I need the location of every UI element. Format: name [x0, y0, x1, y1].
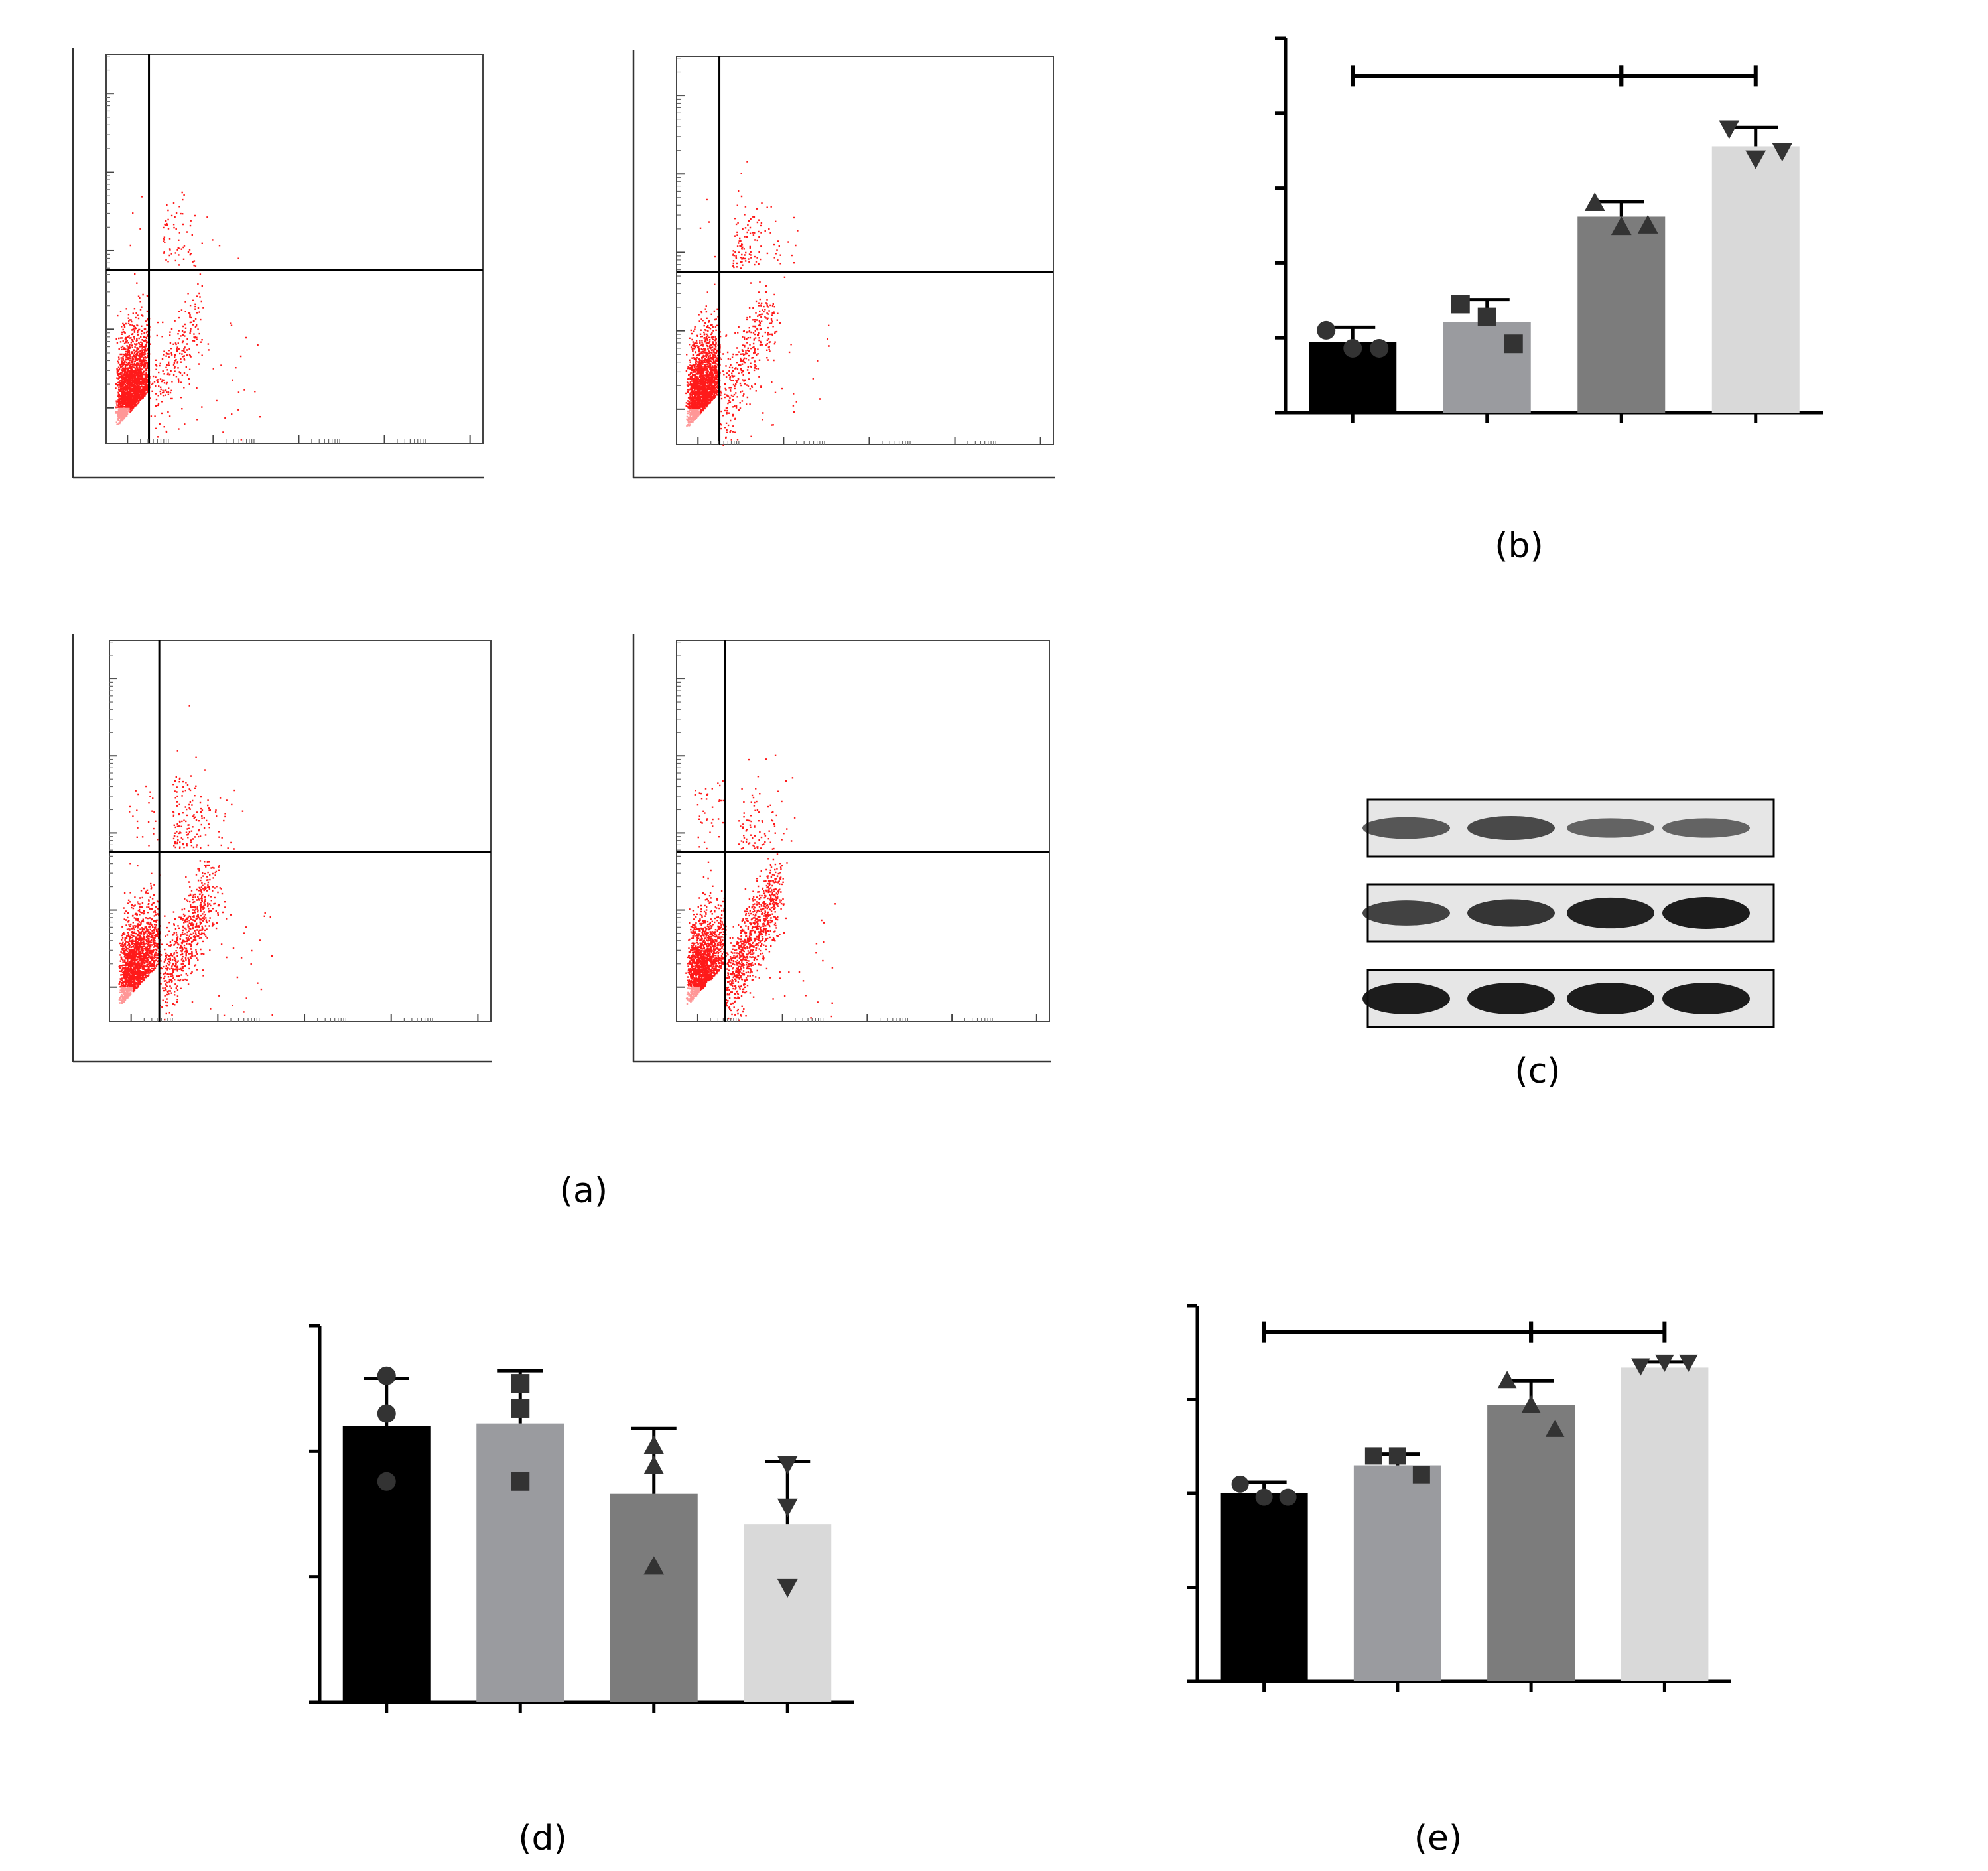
panel-label-a: (a)	[560, 1171, 608, 1211]
data-point-3-1	[1745, 150, 1766, 169]
bar-1	[476, 1423, 564, 1702]
blot-band-0-2	[1567, 818, 1654, 838]
data-point-1-0	[1364, 1447, 1382, 1465]
bar-1	[1353, 1465, 1441, 1681]
panel-c-western-blot	[1362, 798, 1775, 1028]
flow-scatter-points	[685, 754, 836, 1021]
flow-scatter-points	[115, 191, 261, 441]
bar-3	[1621, 1367, 1709, 1681]
blot-band-0-3	[1662, 818, 1750, 838]
data-point-0-0	[1231, 1475, 1249, 1493]
bar-0	[342, 1426, 431, 1702]
panel-d-bar-chart	[309, 1324, 854, 1713]
data-point-3-2	[1679, 1354, 1698, 1372]
data-point-1-2	[1412, 1466, 1430, 1484]
data-point-2-1	[1521, 1395, 1541, 1413]
data-point-3-2	[777, 1578, 798, 1598]
bar-2	[1487, 1405, 1575, 1681]
data-point-3-1	[1655, 1354, 1674, 1372]
data-point-2-0	[643, 1435, 665, 1454]
data-point-0-1	[377, 1404, 396, 1423]
flow-scatter-points	[685, 161, 830, 447]
data-point-2-2	[1545, 1419, 1565, 1437]
data-point-1-0	[1451, 295, 1470, 314]
blot-band-2-2	[1567, 983, 1654, 1014]
panel-label-c: (c)	[1514, 1052, 1560, 1091]
blot-band-2-3	[1662, 983, 1750, 1014]
data-point-1-1	[1477, 307, 1496, 326]
bar-2	[610, 1493, 698, 1702]
blot-band-2-1	[1467, 983, 1555, 1014]
data-point-1-0	[511, 1374, 530, 1393]
data-point-2-2	[643, 1556, 665, 1575]
data-point-0-0	[377, 1366, 396, 1385]
flow-plot-1	[632, 50, 1055, 479]
flow-plot-frame	[109, 640, 492, 1022]
blot-band-1-0	[1362, 900, 1450, 926]
data-point-1-1	[511, 1399, 530, 1418]
data-point-0-2	[1370, 338, 1389, 358]
flow-cytometry-panels	[72, 48, 1055, 1063]
data-point-3-1	[777, 1498, 798, 1517]
flow-gate-box	[110, 407, 130, 439]
flow-gate-box	[113, 987, 133, 1018]
data-point-2-1	[643, 1455, 665, 1474]
data-point-2-0	[1497, 1371, 1517, 1389]
data-point-3-0	[1719, 120, 1740, 139]
bar-2	[1577, 216, 1666, 413]
panel-b-bar-chart	[1275, 36, 1823, 423]
panel-e-bar-chart	[1187, 1304, 1731, 1692]
data-point-0-1	[1255, 1488, 1273, 1506]
flow-plot-3	[632, 634, 1051, 1063]
bar-3	[744, 1524, 832, 1702]
flow-gate-box	[681, 409, 700, 441]
data-point-0-2	[1279, 1488, 1297, 1506]
data-point-3-2	[1772, 143, 1793, 162]
blot-band-1-2	[1567, 897, 1654, 929]
flow-plot-frame	[105, 54, 484, 444]
flow-plot-frame	[676, 640, 1050, 1022]
data-point-3-0	[777, 1456, 798, 1475]
data-point-0-1	[1343, 338, 1362, 358]
data-point-2-1	[1611, 216, 1632, 236]
bar-0	[1220, 1493, 1308, 1681]
flow-plot-2	[72, 634, 492, 1063]
blot-band-0-1	[1467, 815, 1555, 841]
data-point-3-0	[1631, 1358, 1650, 1376]
panel-label-b: (b)	[1494, 526, 1544, 566]
panel-label-e: (e)	[1414, 1819, 1463, 1858]
data-point-1-2	[1504, 334, 1523, 354]
data-point-1-2	[511, 1472, 530, 1491]
blot-band-0-0	[1362, 817, 1450, 839]
blot-band-1-1	[1467, 899, 1555, 927]
data-point-0-2	[377, 1472, 396, 1491]
data-point-2-0	[1584, 192, 1605, 212]
flow-plot-0	[72, 48, 484, 479]
blot-band-1-3	[1662, 897, 1750, 929]
flow-gate-box	[681, 987, 700, 1018]
blot-band-2-0	[1362, 983, 1450, 1014]
data-point-2-2	[1637, 214, 1658, 234]
data-point-1-1	[1388, 1447, 1406, 1465]
bar-3	[1711, 146, 1800, 413]
data-point-0-0	[1317, 320, 1336, 340]
panel-label-d: (d)	[518, 1819, 567, 1858]
flow-plot-frame	[676, 56, 1054, 445]
flow-scatter-points	[118, 705, 273, 1021]
